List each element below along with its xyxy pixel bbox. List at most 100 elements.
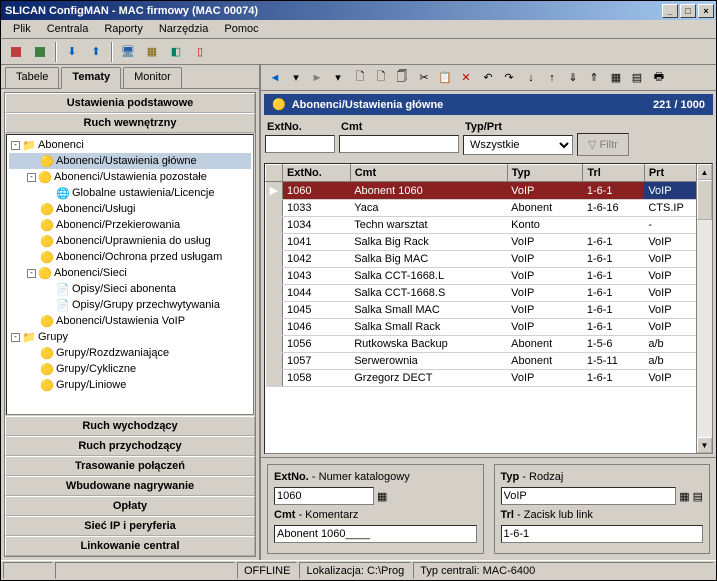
tool3-icon[interactable]: ▯ <box>189 41 211 63</box>
upload-icon[interactable]: ⬆ <box>85 41 107 63</box>
column-header[interactable]: Trl <box>583 165 645 182</box>
fwd-drop-icon[interactable]: ▾ <box>328 68 348 88</box>
grid-picker2-icon[interactable]: ▦ <box>679 490 689 503</box>
detail-cmt-input[interactable] <box>274 525 477 543</box>
fwd-icon[interactable]: ► <box>307 68 327 88</box>
expander-icon[interactable]: - <box>11 333 20 342</box>
tree-item[interactable]: 🟡Abonenci/Ochrona przed usługam <box>9 249 251 265</box>
back-drop-icon[interactable]: ▾ <box>286 68 306 88</box>
tree-item[interactable]: 🟡Abonenci/Uprawnienia do usług <box>9 233 251 249</box>
menu-centrala[interactable]: Centrala <box>39 21 97 37</box>
arrow-down-icon[interactable]: ↓ <box>521 68 541 88</box>
grid[interactable]: ExtNo.CmtTypTrlPrt ▶1060Abonent 1060VoIP… <box>264 163 713 454</box>
accordion-head[interactable]: Ruch wychodzący <box>5 416 255 436</box>
cut-icon[interactable]: ✂ <box>414 68 434 88</box>
tree[interactable]: -📁Abonenci🟡Abonenci/Ustawienia główne-🟡A… <box>6 134 254 415</box>
accordion-head[interactable]: Sieć IP i peryferia <box>5 516 255 536</box>
expander-icon[interactable]: - <box>27 269 36 278</box>
accordion-head[interactable]: Wbudowane nagrywanie <box>5 476 255 496</box>
filter-button[interactable]: ▽ Filtr <box>577 133 629 156</box>
tree-item[interactable]: 🟡Abonenci/Przekierowania <box>9 217 251 233</box>
tree-item[interactable]: 🟡Grupy/Cykliczne <box>9 361 251 377</box>
paste-icon[interactable]: 📋 <box>435 68 455 88</box>
table-row[interactable]: 1034Techn warsztatKonto- <box>266 217 712 234</box>
tool2-icon[interactable]: ◧ <box>165 41 187 63</box>
table-row[interactable]: 1043Salka CCT-1668.LVoIP1-6-1VoIP <box>266 268 712 285</box>
new-icon[interactable]: 🗋 <box>350 68 370 88</box>
delete-icon[interactable]: ✕ <box>456 68 476 88</box>
tree-item[interactable]: 🟡Grupy/Rozdzwaniające <box>9 345 251 361</box>
scroll-up-icon[interactable]: ▲ <box>697 164 712 180</box>
detail-typ-input[interactable] <box>501 487 677 505</box>
link-picker-icon[interactable]: ▤ <box>693 490 703 503</box>
disconnect-icon[interactable] <box>29 41 51 63</box>
tab-tematy[interactable]: Tematy <box>61 67 121 89</box>
table-row[interactable]: 1056Rutkowska BackupAbonent1-5-6a/b <box>266 336 712 353</box>
table-row[interactable]: 1057SerwerowniaAbonent1-5-11a/b <box>266 353 712 370</box>
tree-item[interactable]: -📁Abonenci <box>9 137 251 153</box>
menu-pomoc[interactable]: Pomoc <box>216 21 266 37</box>
tree-item[interactable]: 🌐Globalne ustawienia/Licencje <box>9 185 251 201</box>
scroll-thumb[interactable] <box>697 180 712 220</box>
tree-item[interactable]: 📄Opisy/Grupy przechwytywania <box>9 297 251 313</box>
column-header[interactable]: Typ <box>507 165 583 182</box>
tree-item[interactable]: -📁Grupy <box>9 329 251 345</box>
table-row[interactable]: 1033YacaAbonent1-6-16CTS.IP <box>266 200 712 217</box>
connect-icon[interactable] <box>5 41 27 63</box>
grid2-icon[interactable]: ▤ <box>627 68 647 88</box>
filter-extno-input[interactable] <box>265 135 335 153</box>
expander-icon[interactable]: - <box>11 141 20 150</box>
tree-item[interactable]: -🟡Abonenci/Ustawienia pozostałe <box>9 169 251 185</box>
tool1-icon[interactable]: ▦ <box>141 41 163 63</box>
accordion-head[interactable]: Ustawienia podstawowe <box>5 93 255 113</box>
grid-picker-icon[interactable]: ▦ <box>377 490 387 503</box>
copy-icon[interactable]: 🗍 <box>392 68 412 88</box>
tree-item[interactable]: 🟡Abonenci/Ustawienia VoIP <box>9 313 251 329</box>
table-row[interactable]: 1045Salka Small MACVoIP1-6-1VoIP <box>266 302 712 319</box>
column-header[interactable]: ExtNo. <box>282 165 350 182</box>
new2-icon[interactable]: 🗋 <box>371 68 391 88</box>
table-row[interactable]: 1058Grzegorz DECTVoIP1-6-1VoIP <box>266 370 712 387</box>
scroll-down-icon[interactable]: ▼ <box>697 437 712 453</box>
tab-monitor[interactable]: Monitor <box>123 67 182 88</box>
accordion-head[interactable]: Opłaty <box>5 496 255 516</box>
grid-icon[interactable]: ▦ <box>606 68 626 88</box>
vertical-scrollbar[interactable]: ▲ ▼ <box>696 164 712 453</box>
accordion-head[interactable]: Ruch przychodzący <box>5 436 255 456</box>
table-row[interactable]: 1044Salka CCT-1668.SVoIP1-6-1VoIP <box>266 285 712 302</box>
close-button[interactable]: × <box>698 4 714 18</box>
table-row[interactable]: ▶1060Abonent 1060VoIP1-6-1VoIP <box>266 182 712 200</box>
menu-raporty[interactable]: Raporty <box>96 21 151 37</box>
tree-item[interactable]: 🟡Abonenci/Ustawienia główne <box>9 153 251 169</box>
monitor-icon[interactable]: 🖥 <box>117 41 139 63</box>
back-icon[interactable]: ◄ <box>265 68 285 88</box>
redo-icon[interactable]: ↷ <box>499 68 519 88</box>
detail-extno-input[interactable] <box>274 487 374 505</box>
column-header[interactable]: Cmt <box>350 165 507 182</box>
arrow-up-icon[interactable]: ↑ <box>542 68 562 88</box>
download-icon[interactable]: ⬇ <box>61 41 83 63</box>
tree-item[interactable]: 🟡Grupy/Liniowe <box>9 377 251 393</box>
accordion-head[interactable]: Linkowanie central <box>5 536 255 556</box>
filter-cmt-input[interactable] <box>339 135 459 153</box>
table-row[interactable]: 1046Salka Small RackVoIP1-6-1VoIP <box>266 319 712 336</box>
undo-icon[interactable]: ↶ <box>478 68 498 88</box>
arrow-down2-icon[interactable]: ⇓ <box>563 68 583 88</box>
print-icon[interactable]: 🖶 <box>649 68 669 88</box>
tree-item[interactable]: 📄Opisy/Sieci abonenta <box>9 281 251 297</box>
expander-icon[interactable]: - <box>27 173 36 182</box>
filter-typprt-select[interactable]: Wszystkie <box>463 135 573 155</box>
table-row[interactable]: 1042Salka Big MACVoIP1-6-1VoIP <box>266 251 712 268</box>
menu-plik[interactable]: Plik <box>5 21 39 37</box>
table-row[interactable]: 1041Salka Big RackVoIP1-6-1VoIP <box>266 234 712 251</box>
menu-narzędzia[interactable]: Narzędzia <box>151 21 217 37</box>
minimize-button[interactable]: _ <box>662 4 678 18</box>
tab-tabele[interactable]: Tabele <box>5 67 59 88</box>
arrow-up2-icon[interactable]: ⇑ <box>584 68 604 88</box>
maximize-button[interactable]: □ <box>680 4 696 18</box>
tree-item[interactable]: 🟡Abonenci/Usługi <box>9 201 251 217</box>
accordion-head[interactable]: Ruch wewnętrzny <box>5 113 255 133</box>
accordion-head[interactable]: Trasowanie połączeń <box>5 456 255 476</box>
detail-trl-input[interactable] <box>501 525 704 543</box>
tree-item[interactable]: -🟡Abonenci/Sieci <box>9 265 251 281</box>
